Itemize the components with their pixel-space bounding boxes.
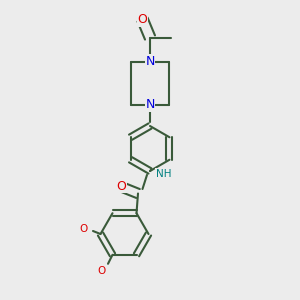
Text: O: O: [138, 13, 147, 26]
Text: N: N: [145, 98, 155, 112]
Text: O: O: [117, 179, 126, 193]
Text: N: N: [145, 55, 155, 68]
Text: NH: NH: [156, 169, 172, 179]
Text: O: O: [80, 224, 88, 235]
Text: O: O: [98, 266, 106, 276]
